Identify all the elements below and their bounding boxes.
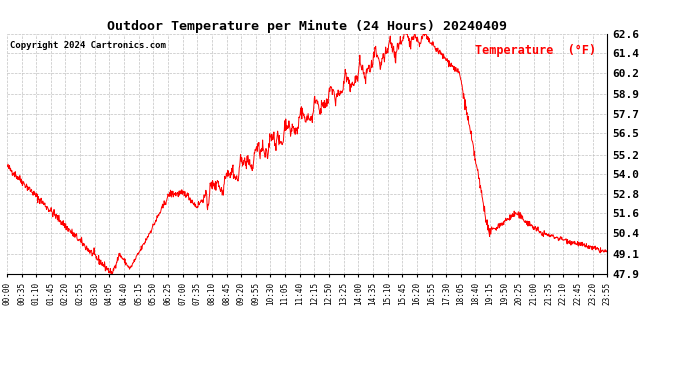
Temperature  (°F) xyxy=(401,32,409,36)
Temperature  (°F) xyxy=(137,248,145,253)
Temperature  (°F) xyxy=(204,202,212,207)
Temperature  (°F) xyxy=(533,228,541,232)
Text: Copyright 2024 Cartronics.com: Copyright 2024 Cartronics.com xyxy=(10,41,166,50)
Line: Temperature  (°F): Temperature (°F) xyxy=(7,34,607,274)
Temperature  (°F) xyxy=(603,250,611,254)
Temperature  (°F) xyxy=(400,32,408,36)
Title: Outdoor Temperature per Minute (24 Hours) 20240409: Outdoor Temperature per Minute (24 Hours… xyxy=(107,20,507,33)
Temperature  (°F) xyxy=(480,206,488,210)
Temperature  (°F) xyxy=(107,272,115,276)
Temperature  (°F) xyxy=(3,163,11,167)
Temperature  (°F) xyxy=(122,261,130,265)
Legend: Temperature  (°F): Temperature (°F) xyxy=(471,40,601,62)
